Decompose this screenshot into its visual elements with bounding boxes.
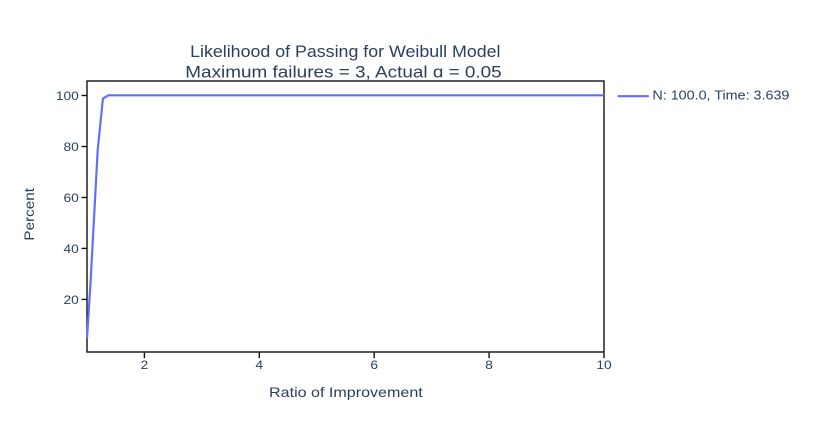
svg-text:2: 2 <box>141 358 149 372</box>
svg-text:N: 100.0, Time: 3.639: N: 100.0, Time: 3.639 <box>652 88 789 102</box>
svg-text:40: 40 <box>64 242 80 256</box>
svg-text:100: 100 <box>56 89 79 103</box>
svg-text:60: 60 <box>64 191 80 205</box>
svg-text:8: 8 <box>485 358 493 372</box>
svg-text:6: 6 <box>370 358 378 372</box>
svg-text:10: 10 <box>596 358 612 372</box>
svg-text:80: 80 <box>64 140 80 154</box>
svg-text:Ratio of Improvement: Ratio of Improvement <box>269 384 423 400</box>
svg-text:Maximum failures = 3, Actual ɑ: Maximum failures = 3, Actual ɑ = 0.05 <box>185 62 501 81</box>
svg-text:Likelihood of Passing for Weib: Likelihood of Passing for Weibull Model <box>190 42 500 61</box>
svg-text:4: 4 <box>256 358 264 372</box>
svg-text:20: 20 <box>64 293 80 307</box>
svg-text:Percent: Percent <box>21 188 37 241</box>
